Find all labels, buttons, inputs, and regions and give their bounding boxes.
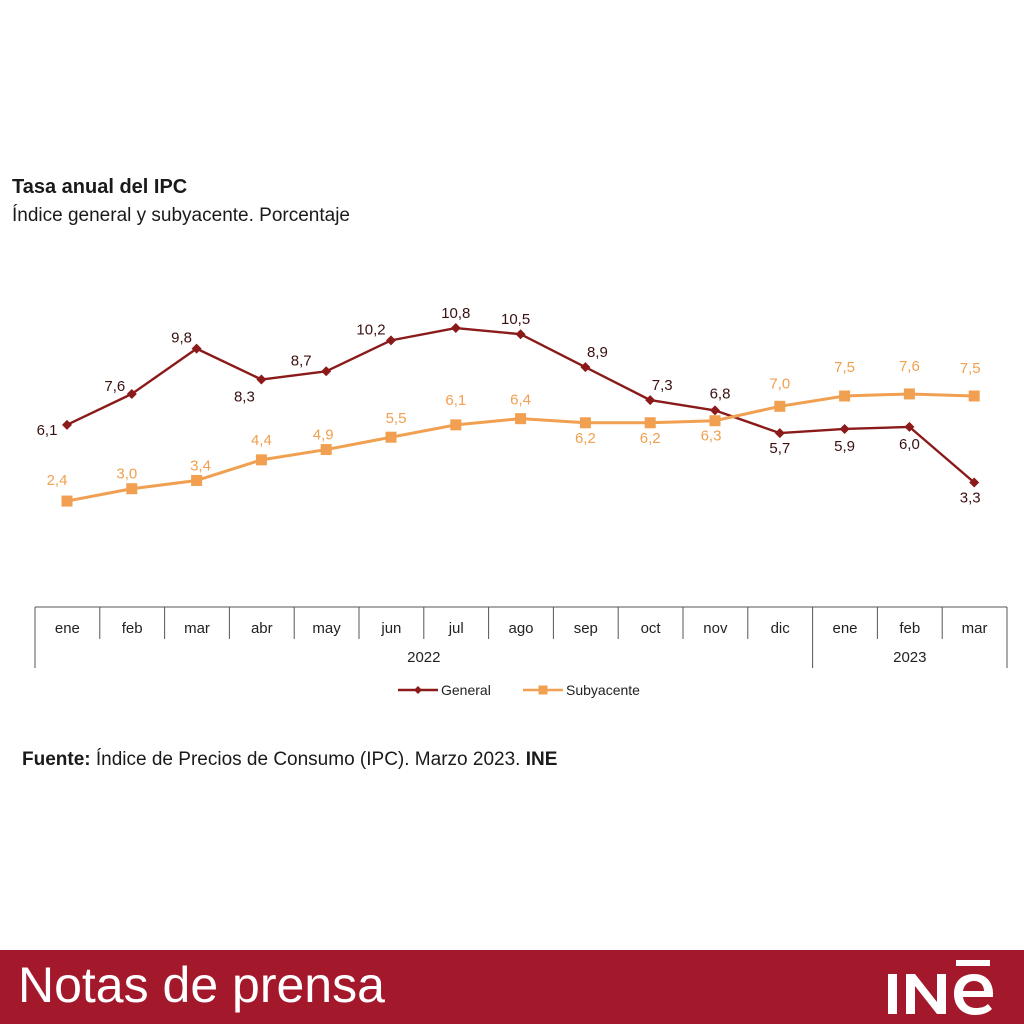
data-label: 6,4 bbox=[510, 392, 531, 409]
footer-title: Notas de prensa bbox=[18, 957, 385, 1013]
data-label: 7,6 bbox=[104, 378, 125, 395]
x-tick-label: sep bbox=[574, 620, 598, 637]
legend: General Subyacente bbox=[398, 682, 640, 698]
data-label: 6,1 bbox=[37, 422, 58, 439]
data-label: 3,3 bbox=[960, 490, 981, 507]
data-point bbox=[126, 388, 137, 399]
data-point bbox=[903, 388, 915, 400]
x-tick-label: mar bbox=[184, 620, 210, 637]
data-point bbox=[61, 495, 73, 507]
data-label: 7,6 bbox=[899, 358, 920, 375]
data-label: 6,2 bbox=[575, 430, 596, 447]
data-label: 6,0 bbox=[899, 436, 920, 453]
data-point bbox=[321, 366, 332, 377]
data-label: 9,8 bbox=[171, 330, 192, 347]
source-text: Índice de Precios de Consumo (IPC). Marz… bbox=[95, 749, 521, 770]
data-label: 3,0 bbox=[116, 466, 137, 483]
data-point bbox=[191, 474, 203, 486]
data-point bbox=[774, 428, 785, 439]
legend-item: Subyacente bbox=[523, 682, 640, 698]
data-point bbox=[256, 374, 267, 385]
data-point bbox=[385, 431, 397, 443]
x-tick-label: abr bbox=[251, 620, 273, 637]
data-label: 8,3 bbox=[234, 389, 255, 406]
data-point bbox=[450, 323, 461, 334]
ine-logo bbox=[888, 960, 994, 1015]
data-point bbox=[579, 417, 591, 429]
data-point bbox=[645, 395, 656, 406]
data-label: 6,2 bbox=[640, 430, 661, 447]
data-point bbox=[709, 415, 721, 427]
data-label: 4,4 bbox=[251, 432, 272, 449]
data-label: 7,3 bbox=[652, 377, 673, 394]
series-general: 6,1 7,6 9,8 8,3 8,7 10,2 10,8 10,5 8,9 7,3 6,8 5,7 5… bbox=[37, 305, 981, 507]
x-axis-table: ene feb mar abr may jun jul ago sep oct nov dic ene f… bbox=[34, 606, 1008, 668]
legend-marker bbox=[538, 685, 548, 695]
data-point bbox=[386, 335, 396, 346]
data-label: 7,5 bbox=[960, 360, 981, 377]
x-tick-label: nov bbox=[703, 620, 728, 637]
line-chart: ene feb mar abr may jun jul ago sep oct nov dic ene f… bbox=[34, 305, 1008, 698]
data-label: 8,7 bbox=[291, 352, 312, 369]
data-point bbox=[904, 421, 915, 432]
data-point bbox=[580, 362, 591, 373]
data-point bbox=[320, 444, 332, 456]
data-label: 6,1 bbox=[445, 392, 466, 409]
data-point bbox=[968, 390, 980, 402]
data-point bbox=[515, 329, 526, 340]
data-point bbox=[515, 413, 527, 425]
data-label: 8,9 bbox=[587, 344, 608, 361]
legend-marker bbox=[414, 686, 422, 694]
data-point bbox=[774, 400, 786, 412]
source-note: Fuente: Índice de Precios de Consumo (IP… bbox=[22, 749, 557, 771]
data-label: 3,4 bbox=[190, 457, 211, 474]
data-point bbox=[710, 405, 720, 416]
data-label: 7,5 bbox=[834, 359, 855, 376]
x-tick-label: jun bbox=[380, 620, 401, 637]
chart-title: Tasa anual del IPC bbox=[12, 176, 188, 198]
source-org: INE bbox=[525, 749, 558, 770]
data-label: 10,2 bbox=[356, 321, 385, 338]
chart-subtitle: Índice general y subyacente. Porcentaje bbox=[12, 205, 350, 226]
x-tick-label: dic bbox=[771, 620, 791, 637]
source-label: Fuente: bbox=[22, 749, 91, 770]
year-label: 2022 bbox=[407, 649, 440, 666]
x-tick-label: jul bbox=[448, 620, 464, 637]
data-label: 7,0 bbox=[769, 375, 790, 392]
data-point bbox=[839, 390, 851, 402]
data-point bbox=[191, 343, 202, 354]
data-point bbox=[839, 423, 850, 434]
data-point bbox=[450, 419, 462, 431]
x-tick-label: feb bbox=[899, 620, 920, 637]
year-label: 2023 bbox=[893, 649, 926, 666]
x-tick-label: mar bbox=[962, 620, 988, 637]
data-label: 4,9 bbox=[313, 427, 334, 444]
x-tick-label: feb bbox=[122, 620, 143, 637]
data-point bbox=[255, 454, 267, 466]
data-point bbox=[644, 417, 656, 429]
data-label: 5,9 bbox=[834, 438, 855, 455]
series-subyacente: 2,4 3,0 3,4 4,4 4,9 5,5 6,1 6,4 6,2 6,2 6,3 7,0 7,5 7… bbox=[47, 358, 981, 507]
data-label: 6,8 bbox=[710, 385, 731, 402]
data-label: 2,4 bbox=[47, 472, 68, 489]
data-label: 5,5 bbox=[386, 410, 407, 427]
data-point bbox=[62, 419, 72, 430]
legend-label: General bbox=[441, 682, 491, 698]
data-point bbox=[969, 477, 980, 488]
data-point bbox=[126, 483, 138, 495]
x-tick-label: ene bbox=[55, 620, 80, 637]
data-label: 10,8 bbox=[441, 305, 470, 322]
legend-item: General bbox=[398, 682, 491, 698]
legend-label: Subyacente bbox=[566, 682, 640, 698]
data-label: 5,7 bbox=[769, 440, 790, 457]
data-label: 10,5 bbox=[501, 311, 530, 328]
x-tick-label: oct bbox=[641, 620, 662, 637]
x-tick-label: ago bbox=[508, 620, 533, 637]
data-label: 6,3 bbox=[701, 428, 722, 445]
footer-band: Notas de prensa bbox=[0, 950, 1024, 1024]
x-tick-label: ene bbox=[832, 620, 857, 637]
x-tick-label: may bbox=[312, 620, 341, 637]
